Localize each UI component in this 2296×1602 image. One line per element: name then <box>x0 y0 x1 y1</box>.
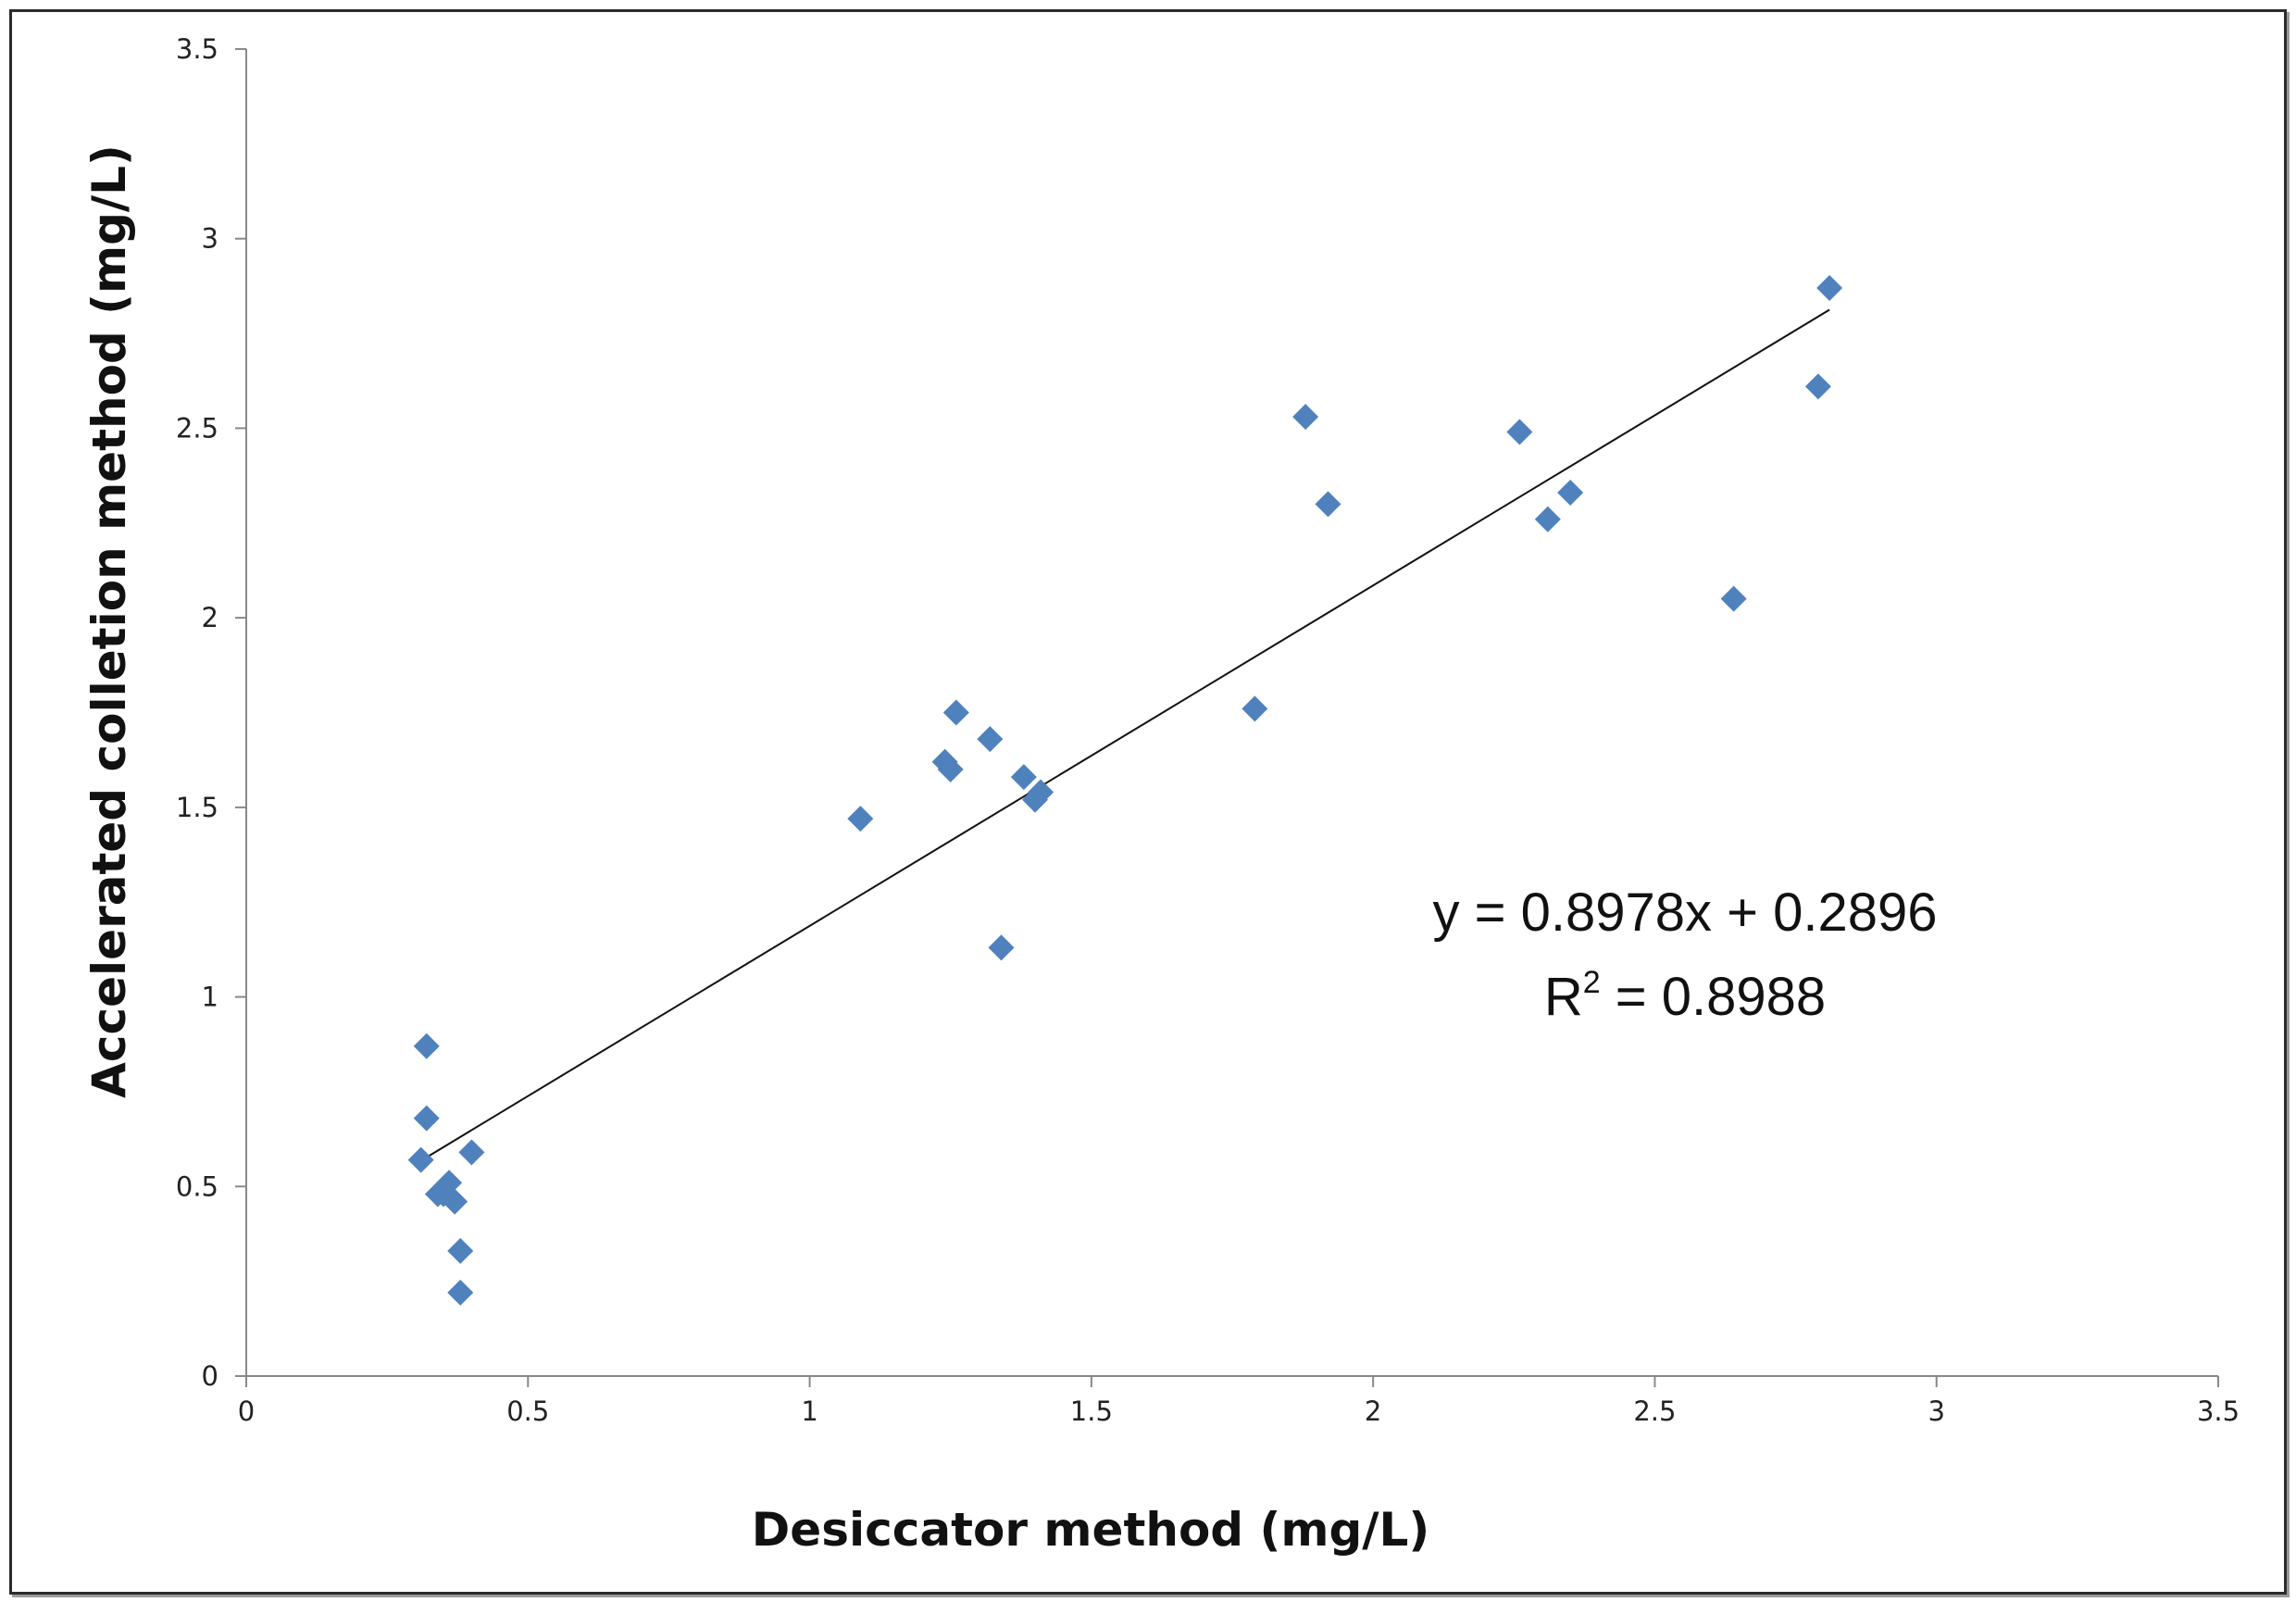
data-point <box>447 1279 474 1306</box>
data-point <box>977 726 1004 753</box>
data-point <box>1557 480 1584 507</box>
data-point <box>1010 764 1037 791</box>
data-point <box>413 1033 440 1059</box>
trendline-group <box>420 308 1830 1162</box>
data-point <box>942 699 969 726</box>
axes <box>245 49 2218 1377</box>
x-tick-label: 3 <box>1928 1395 1944 1427</box>
data-point <box>1816 274 1843 301</box>
data-point <box>1804 373 1831 400</box>
y-axis-title: Accelerated colletion method (mg/L) <box>82 144 136 1098</box>
x-tick-label: 0 <box>238 1395 255 1427</box>
data-point <box>847 806 874 832</box>
data-point <box>937 756 964 782</box>
data-point <box>1720 585 1747 612</box>
y-tick-label: 3.5 <box>176 33 218 65</box>
x-tick-label: 1 <box>801 1395 817 1427</box>
data-point <box>413 1105 440 1132</box>
x-tick-label: 3.5 <box>2197 1395 2240 1427</box>
x-tick-label: 1.5 <box>1070 1395 1113 1427</box>
y-tick-label: 2.5 <box>176 412 218 444</box>
y-tick-label: 0.5 <box>176 1170 218 1202</box>
data-point <box>442 1188 468 1215</box>
data-point <box>407 1146 434 1173</box>
data-point <box>1242 695 1268 722</box>
data-point <box>1292 404 1319 431</box>
x-tick-label: 2.5 <box>1633 1395 1676 1427</box>
data-point <box>458 1139 485 1166</box>
r-squared-symbol: R <box>1544 967 1583 1027</box>
data-point <box>1534 506 1561 532</box>
r-squared-value: = 0.8988 <box>1601 967 1827 1027</box>
data-points <box>407 274 1843 1306</box>
data-point <box>1506 419 1533 445</box>
y-tick-label: 3 <box>202 223 218 255</box>
data-point <box>931 748 958 775</box>
y-tick-label: 1.5 <box>176 792 218 823</box>
trendline-equation: y = 0.8978x + 0.2896 <box>1433 882 1938 943</box>
r-squared-label: R2 = 0.8988 <box>1544 965 1826 1027</box>
y-axis-ticks: 0 0.5 1 1.5 2 2.5 3 3.5 <box>176 33 246 1392</box>
trendline <box>420 308 1830 1162</box>
data-point <box>447 1237 474 1264</box>
data-point <box>436 1170 463 1196</box>
y-tick-label: 0 <box>202 1360 218 1392</box>
y-tick-label: 2 <box>202 602 218 633</box>
x-tick-label: 2 <box>1365 1395 1381 1427</box>
x-axis-title: Desiccator method (mg/L) <box>752 1503 1429 1557</box>
chart-frame: 0 0.5 1 1.5 2 2.5 3 3.5 0 0.5 1 1.5 2 2.5 3 3.5 Desicc… <box>9 9 2287 1595</box>
data-point <box>988 934 1015 961</box>
r-squared-superscript: 2 <box>1583 965 1601 1000</box>
scatter-chart: 0 0.5 1 1.5 2 2.5 3 3.5 0 0.5 1 1.5 2 2.5 3 3.5 Desicc… <box>82 33 2240 1557</box>
x-axis-ticks: 0 0.5 1 1.5 2 2.5 3 3.5 <box>238 1376 2240 1427</box>
y-tick-label: 1 <box>202 982 218 1013</box>
x-tick-label: 0.5 <box>506 1395 549 1427</box>
data-point <box>1315 491 1341 518</box>
data-point <box>1028 779 1054 806</box>
